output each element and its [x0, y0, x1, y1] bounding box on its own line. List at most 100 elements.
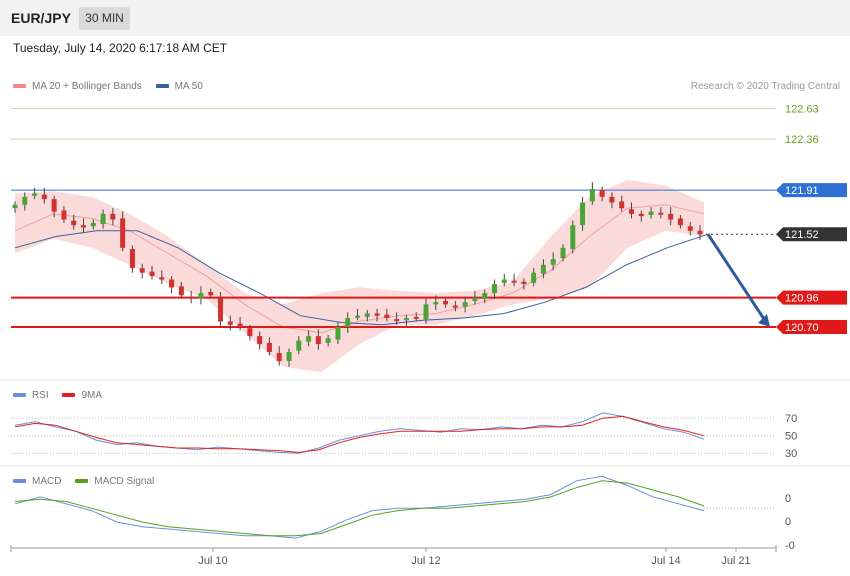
- candle: [149, 265, 155, 280]
- candle-body: [384, 314, 390, 319]
- candle: [32, 187, 38, 200]
- candle: [452, 301, 458, 312]
- candle: [71, 214, 77, 230]
- level-tag: [776, 183, 847, 198]
- x-tick-label: Jul 12: [411, 555, 440, 567]
- candle-body: [257, 336, 263, 345]
- candle: [198, 286, 204, 305]
- candle: [247, 324, 253, 341]
- candle-body: [227, 321, 233, 325]
- legend-swatch: [13, 479, 26, 484]
- candle-body: [423, 304, 429, 320]
- level-label: 120.96: [785, 293, 819, 305]
- legend-swatch: [13, 393, 26, 398]
- candle-body: [413, 316, 419, 319]
- candle: [266, 337, 272, 356]
- legend-label: 9MA: [81, 390, 103, 401]
- candle-body: [129, 248, 135, 269]
- candle: [257, 331, 263, 350]
- credit-text: Research © 2020 Trading Central: [690, 81, 840, 92]
- candle-body: [394, 319, 400, 322]
- candle-body: [511, 280, 517, 283]
- level-label: 122.36: [785, 134, 819, 146]
- candle-body: [638, 213, 644, 217]
- candle-body: [697, 230, 703, 235]
- candle: [384, 308, 390, 322]
- candle-body: [433, 302, 439, 305]
- candle: [629, 202, 634, 219]
- level-tag: [776, 227, 847, 242]
- candle: [638, 210, 644, 222]
- candle-body: [472, 297, 478, 302]
- candle-body: [90, 222, 96, 227]
- rsi-level-label: 70: [785, 413, 797, 425]
- candle: [668, 207, 674, 226]
- toolbar: EUR/JPY 30 MIN: [0, 0, 850, 36]
- macd-signal-line: [14, 480, 705, 537]
- macd-axis-label: 0: [785, 493, 791, 505]
- candle: [570, 220, 576, 254]
- candle: [335, 322, 341, 345]
- candle: [120, 211, 126, 252]
- candle: [51, 195, 57, 218]
- candle-body: [403, 318, 409, 321]
- candle: [100, 209, 106, 229]
- candle: [560, 244, 566, 262]
- legend-swatch: [13, 84, 26, 89]
- candle-body: [247, 328, 253, 337]
- candle-body: [81, 225, 86, 228]
- candle: [394, 312, 400, 325]
- candle: [90, 219, 96, 230]
- candle: [364, 310, 370, 322]
- candle-body: [619, 201, 625, 209]
- candle-body: [61, 210, 67, 220]
- candle-body: [609, 196, 615, 203]
- candle: [22, 192, 28, 211]
- candle-body: [482, 293, 488, 299]
- candle: [423, 298, 429, 324]
- level-tag: [776, 320, 847, 335]
- legend-label: MA 50: [174, 81, 203, 92]
- macd-legend: MACD MACD Signal: [13, 476, 165, 487]
- candle: [315, 329, 321, 350]
- candle: [619, 195, 625, 212]
- candle-body: [188, 296, 194, 299]
- x-tick-label: Jul 10: [198, 555, 227, 567]
- candle-body: [32, 193, 38, 196]
- candle: [325, 334, 331, 347]
- legend-rsi: RSI: [13, 390, 49, 401]
- candle-body: [648, 211, 654, 215]
- candle-body: [364, 313, 370, 317]
- candle-body: [159, 277, 165, 280]
- candle-body: [198, 293, 204, 299]
- candle: [218, 291, 223, 326]
- candle-body: [120, 218, 126, 248]
- candle: [697, 225, 703, 240]
- candle-body: [169, 279, 175, 288]
- candle: [129, 245, 135, 273]
- candle: [296, 336, 302, 355]
- level-label: 122.63: [785, 104, 819, 116]
- timeframe-button[interactable]: 30 MIN: [79, 7, 130, 30]
- candle-body: [668, 213, 674, 220]
- candle-body: [110, 213, 116, 220]
- candle-body: [218, 296, 223, 322]
- rsi-level-label: 30: [785, 448, 797, 460]
- candle-body: [306, 336, 312, 342]
- candle: [345, 312, 351, 333]
- candle-body: [599, 190, 605, 197]
- x-tick-label: Jul 14: [651, 555, 680, 567]
- candle: [178, 281, 184, 299]
- candle-body: [296, 340, 302, 351]
- candle: [482, 289, 488, 304]
- forecast-arrow-head: [758, 314, 770, 328]
- candle-body: [286, 351, 292, 362]
- candle-body: [139, 268, 145, 273]
- candle-body: [589, 188, 595, 202]
- candle-body: [501, 279, 507, 283]
- candle: [462, 296, 468, 313]
- rsi-line: [14, 412, 705, 454]
- candle: [139, 263, 145, 279]
- candle-body: [492, 284, 497, 294]
